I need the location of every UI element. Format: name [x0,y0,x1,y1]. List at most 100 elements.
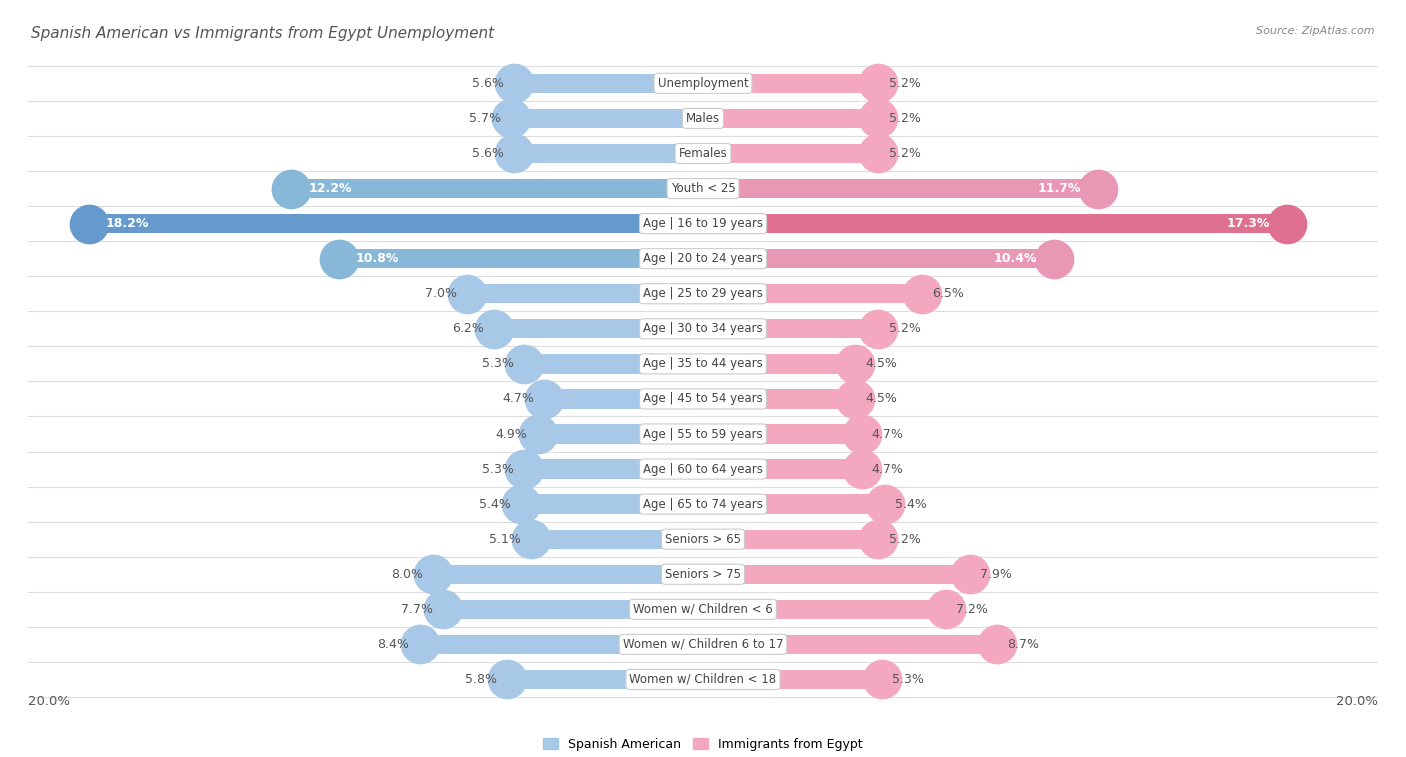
Legend: Spanish American, Immigrants from Egypt: Spanish American, Immigrants from Egypt [538,733,868,755]
Text: 5.4%: 5.4% [479,497,510,511]
Bar [697,565,709,584]
Bar [419,635,703,654]
Text: 4.7%: 4.7% [872,463,904,475]
Bar [28,522,1378,556]
Bar [703,425,862,444]
Bar [524,459,703,478]
Bar [697,249,709,268]
Bar [697,354,709,373]
Bar [28,136,1378,171]
Bar [697,425,709,444]
Bar [28,416,1378,451]
Bar [697,530,709,549]
Bar [703,144,879,163]
Text: 4.5%: 4.5% [865,392,897,406]
Bar [28,241,1378,276]
Text: Women w/ Children 6 to 17: Women w/ Children 6 to 17 [623,638,783,651]
Bar [28,171,1378,206]
Text: Seniors > 75: Seniors > 75 [665,568,741,581]
Bar [697,144,709,163]
Text: 10.4%: 10.4% [994,252,1038,265]
Bar [28,206,1378,241]
Text: 5.3%: 5.3% [482,463,515,475]
Bar [703,670,882,689]
Bar [520,494,703,514]
Text: 5.2%: 5.2% [889,322,921,335]
Text: 20.0%: 20.0% [1336,695,1378,708]
Bar [467,284,703,304]
Bar [697,354,709,373]
Text: Women w/ Children < 6: Women w/ Children < 6 [633,603,773,616]
Bar [28,101,1378,136]
Bar [697,284,709,304]
Bar [697,459,709,478]
Bar [697,389,709,409]
Bar [508,670,703,689]
Text: Age | 35 to 44 years: Age | 35 to 44 years [643,357,763,370]
Bar [28,311,1378,347]
Text: Age | 45 to 54 years: Age | 45 to 54 years [643,392,763,406]
Bar [697,319,709,338]
Bar [697,670,709,689]
Bar [703,389,855,409]
Text: 5.3%: 5.3% [891,673,924,686]
Bar [703,565,970,584]
Bar [443,600,703,619]
Bar [703,73,879,93]
Text: 8.0%: 8.0% [391,568,423,581]
Bar [703,459,862,478]
Bar [28,347,1378,382]
Text: 5.2%: 5.2% [889,533,921,546]
Bar [697,284,709,304]
Bar [697,109,709,128]
Text: Age | 20 to 24 years: Age | 20 to 24 years [643,252,763,265]
Text: Age | 60 to 64 years: Age | 60 to 64 years [643,463,763,475]
Text: 6.5%: 6.5% [932,287,965,301]
Bar [28,382,1378,416]
Bar [697,109,709,128]
Bar [531,530,703,549]
Bar [510,109,703,128]
Bar [703,635,997,654]
Bar [697,635,709,654]
Text: Source: ZipAtlas.com: Source: ZipAtlas.com [1257,26,1375,36]
Bar [697,319,709,338]
Bar [339,249,703,268]
Bar [524,354,703,373]
Text: Unemployment: Unemployment [658,77,748,90]
Text: Males: Males [686,112,720,125]
Bar [703,600,946,619]
Text: 4.5%: 4.5% [865,357,897,370]
Text: 5.8%: 5.8% [465,673,498,686]
Bar [697,73,709,93]
Bar [703,319,879,338]
Text: 12.2%: 12.2% [308,182,352,195]
Text: 5.7%: 5.7% [468,112,501,125]
Text: 7.2%: 7.2% [956,603,988,616]
Bar [697,389,709,409]
Text: 4.7%: 4.7% [502,392,534,406]
Bar [433,565,703,584]
Bar [28,276,1378,311]
Text: Seniors > 65: Seniors > 65 [665,533,741,546]
Text: 7.7%: 7.7% [401,603,433,616]
Bar [697,249,709,268]
Text: Spanish American vs Immigrants from Egypt Unemployment: Spanish American vs Immigrants from Egyp… [31,26,494,42]
Text: 4.7%: 4.7% [872,428,904,441]
Text: Women w/ Children < 18: Women w/ Children < 18 [630,673,776,686]
Bar [28,662,1378,697]
Text: 18.2%: 18.2% [105,217,149,230]
Bar [515,73,703,93]
Bar [544,389,703,409]
Text: 11.7%: 11.7% [1038,182,1081,195]
Text: 7.0%: 7.0% [425,287,457,301]
Bar [703,494,886,514]
Text: Age | 30 to 34 years: Age | 30 to 34 years [643,322,763,335]
Bar [703,179,1098,198]
Text: 5.2%: 5.2% [889,77,921,90]
Text: Age | 65 to 74 years: Age | 65 to 74 years [643,497,763,511]
Bar [697,600,709,619]
Bar [28,592,1378,627]
Text: Age | 16 to 19 years: Age | 16 to 19 years [643,217,763,230]
Bar [697,494,709,514]
